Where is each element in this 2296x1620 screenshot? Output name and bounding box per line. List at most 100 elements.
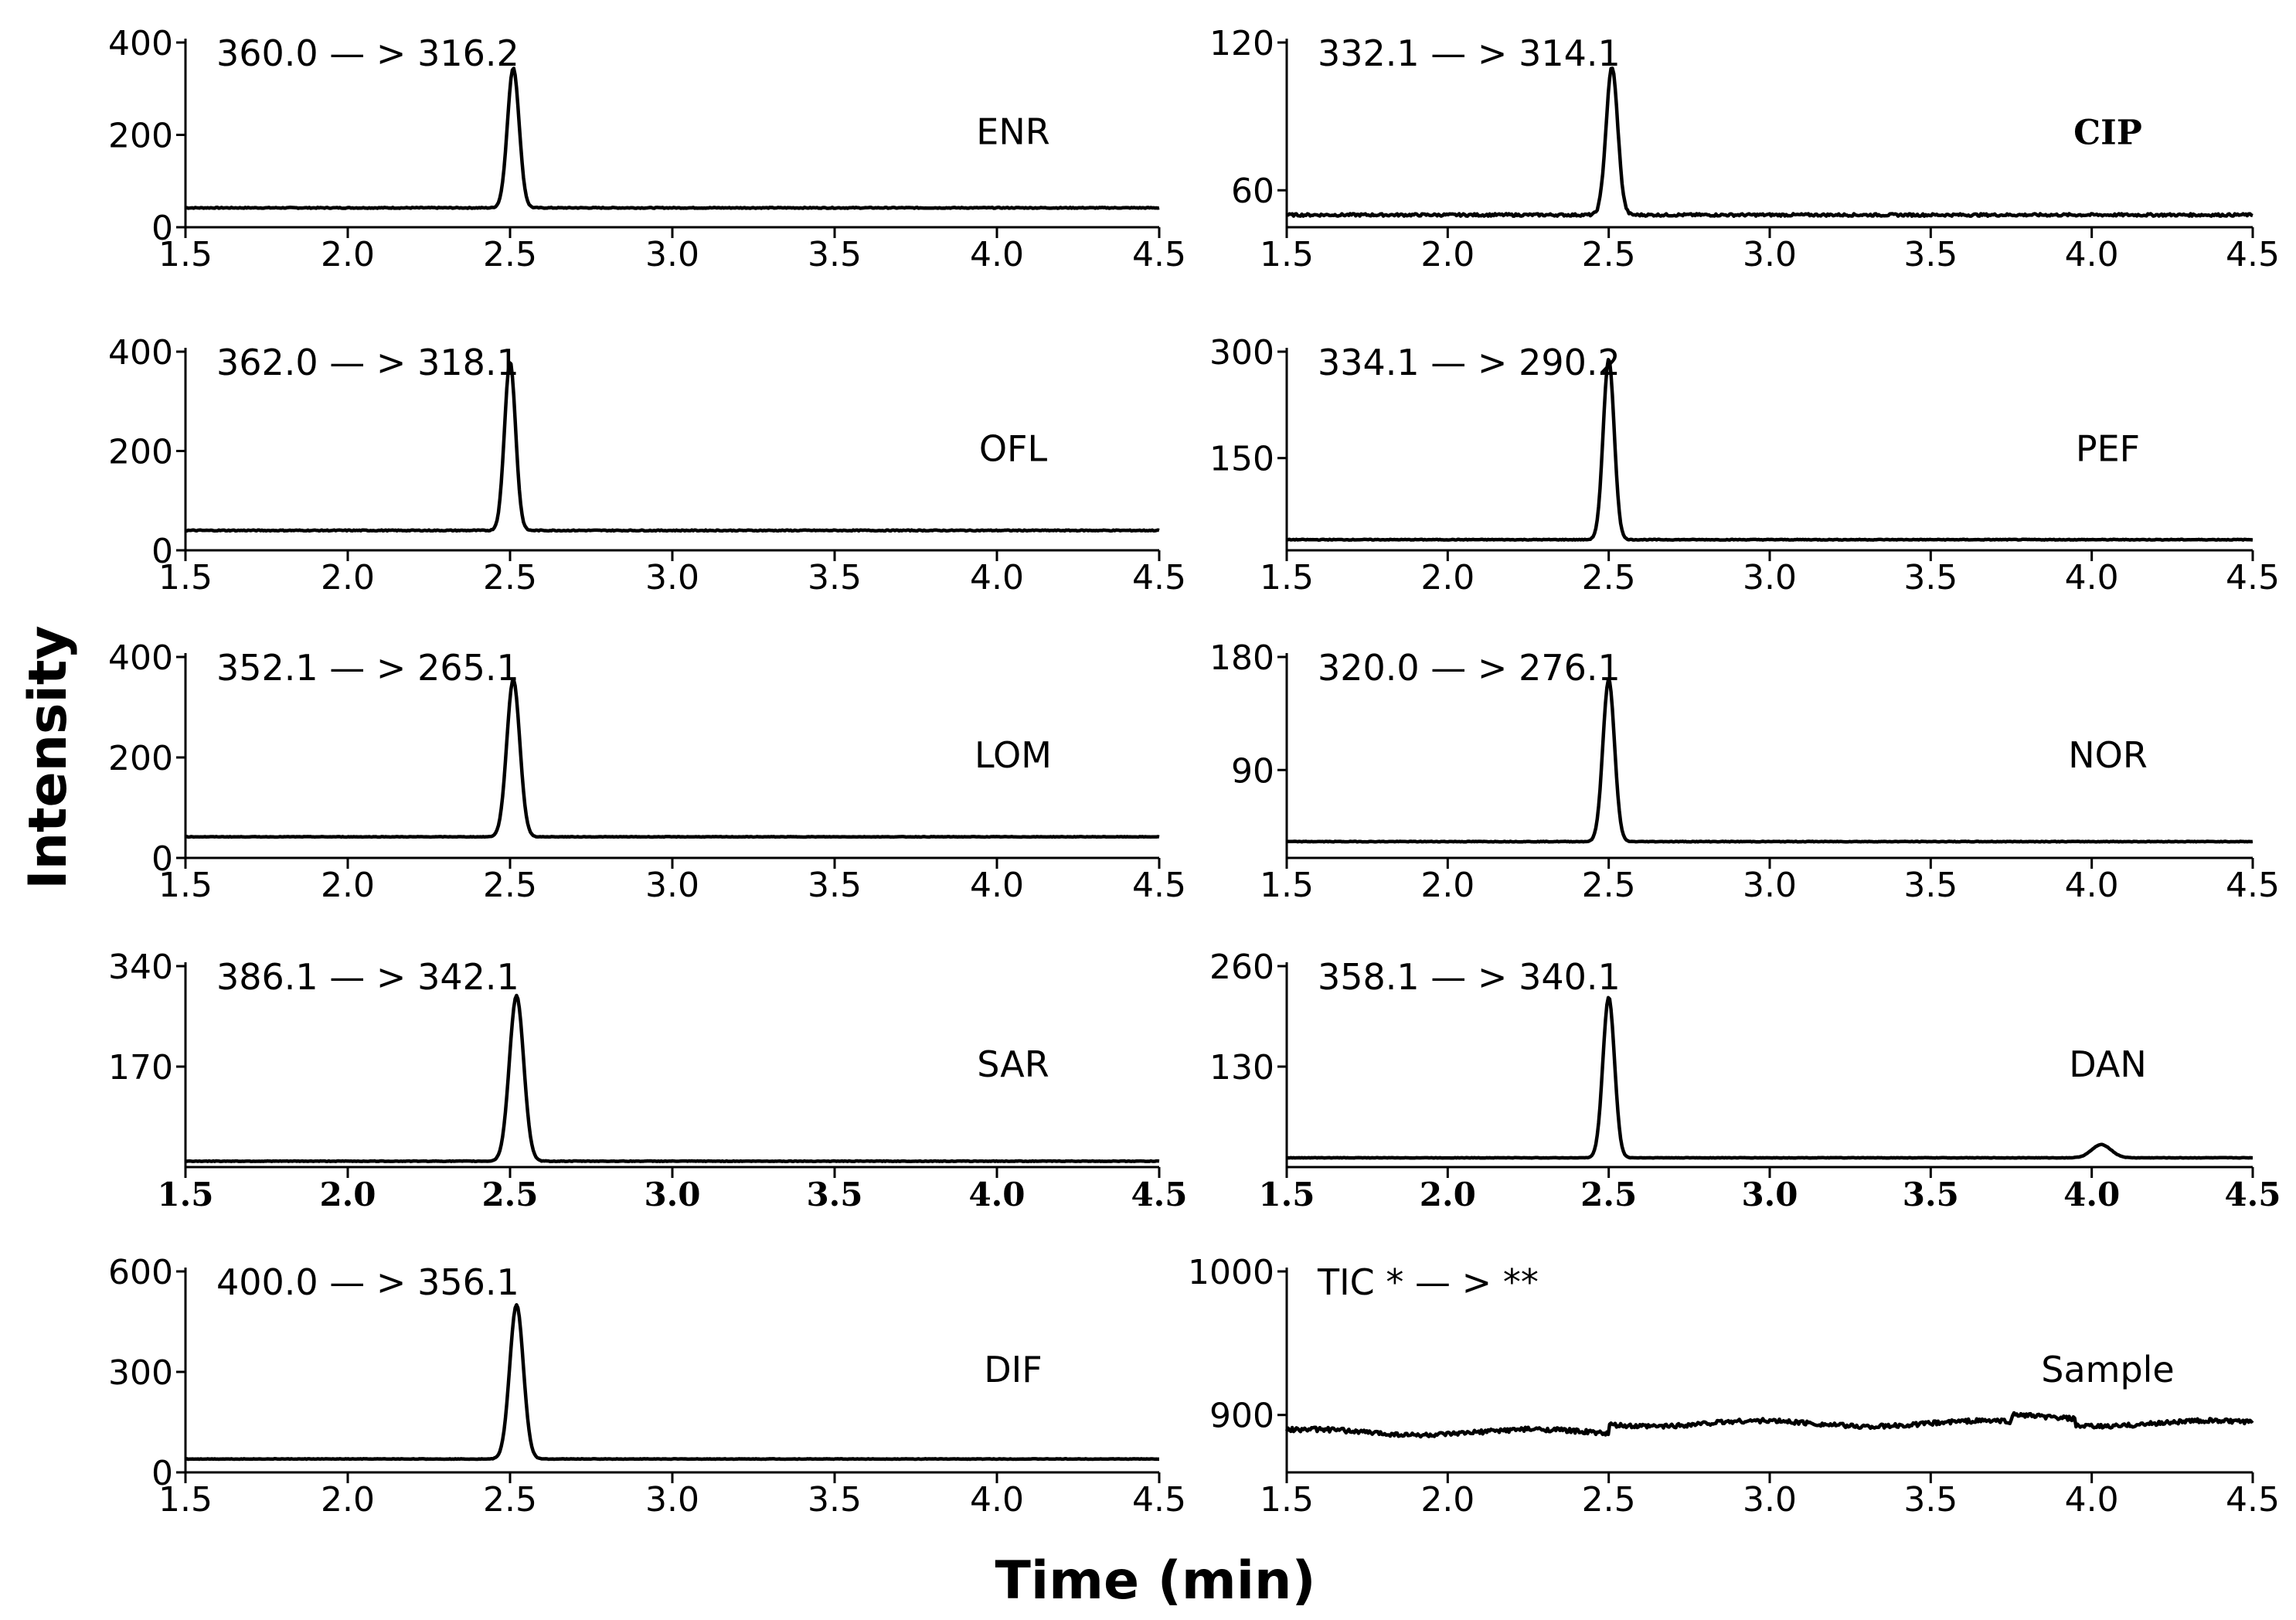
x-tick-label: 2.5: [483, 866, 537, 905]
chromatogram-trace: [185, 678, 1160, 839]
compound-label: SAR: [977, 1043, 1049, 1085]
transition-label: 360.0 — > 316.2: [216, 32, 519, 74]
y-tick-label: 130: [1209, 1048, 1274, 1087]
x-tick-label: 4.0: [970, 558, 1024, 597]
chromatogram-trace: [185, 66, 1160, 210]
transition-label: 362.0 — > 318.1: [216, 342, 519, 383]
y-tick-label: 0: [151, 209, 173, 248]
panel-sar: 1.5 2.0 2.5 3.0 3.5 4.0 4.5 170 340 386.1 — > 342…: [108, 948, 1188, 1213]
transition-label: TIC * — > **: [1317, 1261, 1539, 1303]
x-tick-label: 1.5: [1260, 235, 1314, 274]
y-tick-label: 300: [1209, 333, 1274, 373]
x-tick-label: 2.5: [1582, 558, 1636, 597]
x-tick-label: 4.5: [1132, 558, 1186, 597]
x-tick-label: 3.0: [645, 1480, 699, 1520]
x-tick-label: 2.5: [483, 558, 537, 597]
panel-cip: 1.5 2.0 2.5 3.0 3.5 4.0 4.5 60 120 332.1 — > 314.…: [1209, 24, 2280, 274]
x-tick-label: 3.5: [1903, 558, 1958, 597]
compound-label: OFL: [979, 427, 1048, 469]
compound-label: DIF: [984, 1349, 1042, 1390]
compound-label: NOR: [2068, 734, 2148, 776]
x-tick-label: 3.0: [645, 235, 699, 274]
x-tick-label: 3.5: [806, 1176, 862, 1213]
x-tick-label: 4.5: [1131, 1176, 1187, 1213]
x-tick-label: 2.5: [483, 1480, 537, 1520]
x-tick-label: 3.0: [645, 558, 699, 597]
x-tick-label: 3.0: [1741, 1176, 1798, 1213]
panel-enr: 1.5 2.0 2.5 3.0 3.5 4.0 4.5 0 200 400 360.0 — > 31…: [108, 24, 1186, 274]
x-tick-label: 1.5: [158, 1480, 213, 1520]
x-tick-label: 1.5: [1260, 866, 1314, 905]
y-tick-label: 400: [108, 24, 173, 63]
x-tick-label: 2.5: [483, 235, 537, 274]
x-tick-label: 2.0: [1420, 866, 1475, 905]
x-tick-label: 3.5: [1903, 235, 1958, 274]
chromatogram-trace: [1286, 678, 2253, 844]
x-tick-label: 4.0: [968, 1176, 1025, 1213]
x-tick-label: 4.0: [2065, 1480, 2119, 1520]
x-tick-label: 2.5: [1580, 1176, 1637, 1213]
chromatogram-panels: 1.5 2.0 2.5 3.0 3.5 4.0 4.5 0 200 400 360.0 — > 31…: [108, 24, 2281, 1520]
transition-label: 386.1 — > 342.1: [216, 956, 519, 998]
y-tick-label: 0: [151, 1454, 173, 1493]
y-tick-label: 1000: [1188, 1253, 1274, 1292]
y-tick-label: 0: [151, 532, 173, 571]
x-tick-label: 4.0: [970, 235, 1024, 274]
compound-label: PEF: [2076, 427, 2140, 469]
transition-label: 332.1 — > 314.1: [1318, 32, 1621, 74]
y-tick-label: 120: [1209, 24, 1274, 63]
x-tick-label: 3.5: [808, 558, 862, 597]
x-tick-label: 2.0: [321, 1480, 375, 1520]
y-tick-label: 400: [108, 638, 173, 678]
chromatogram-trace: [185, 1302, 1160, 1462]
transition-label: 334.1 — > 290.2: [1318, 342, 1621, 383]
x-tick-label: 4.0: [2063, 1176, 2120, 1213]
y-tick-label: 400: [108, 333, 173, 373]
panel-pef: 1.5 2.0 2.5 3.0 3.5 4.0 4.5 150 300 334.1 — > 290…: [1209, 333, 2280, 597]
compound-label: LOM: [975, 734, 1052, 776]
transition-label: 320.0 — > 276.1: [1318, 647, 1621, 689]
y-tick-label: 600: [108, 1253, 173, 1292]
y-tick-label: 150: [1209, 440, 1274, 479]
x-tick-label: 1.5: [157, 1176, 213, 1213]
y-tick-label: 340: [108, 948, 173, 987]
y-tick-label: 900: [1209, 1397, 1274, 1436]
panel-lom: 1.5 2.0 2.5 3.0 3.5 4.0 4.5 0 200 400 352.1 — > 26…: [108, 638, 1186, 905]
y-tick-label: 90: [1231, 751, 1274, 791]
chromatogram-trace: [1286, 995, 2253, 1160]
y-tick-label: 260: [1209, 948, 1274, 987]
y-tick-label: 60: [1231, 172, 1274, 211]
compound-label: DAN: [2069, 1043, 2147, 1085]
x-tick-label: 3.0: [1743, 866, 1797, 905]
x-tick-label: 2.5: [1582, 1480, 1636, 1520]
x-tick-label: 2.0: [1420, 558, 1475, 597]
x-tick-label: 4.0: [2065, 558, 2119, 597]
x-tick-label: 4.5: [2226, 1480, 2280, 1520]
x-tick-label: 4.5: [2226, 866, 2280, 905]
x-tick-label: 4.0: [970, 866, 1024, 905]
x-tick-label: 1.5: [158, 235, 213, 274]
x-tick-label: 4.0: [2065, 866, 2119, 905]
chromatogram-trace: [185, 993, 1160, 1163]
panel-dan: 1.5 2.0 2.5 3.0 3.5 4.0 4.5 130 260 358.1 — > 340…: [1209, 948, 2281, 1213]
x-tick-label: 2.5: [481, 1176, 538, 1213]
x-tick-label: 3.5: [1903, 1176, 1959, 1213]
y-tick-label: 0: [151, 839, 173, 879]
transition-label: 358.1 — > 340.1: [1318, 956, 1621, 998]
x-tick-label: 2.5: [1582, 235, 1636, 274]
chromatogram-trace: [1284, 1411, 2254, 1439]
x-tick-label: 1.5: [158, 866, 213, 905]
x-tick-label: 2.5: [1582, 866, 1636, 905]
x-axis-label: Time (min): [995, 1550, 1315, 1611]
x-tick-label: 3.5: [808, 1480, 862, 1520]
x-tick-label: 4.5: [1132, 1480, 1186, 1520]
y-tick-label: 300: [108, 1353, 173, 1393]
x-tick-label: 3.0: [645, 866, 699, 905]
y-axis-label: Intensity: [18, 625, 79, 889]
x-tick-label: 2.0: [321, 235, 375, 274]
compound-label: Sample: [2041, 1349, 2174, 1390]
x-tick-label: 1.5: [158, 558, 213, 597]
y-tick-label: 180: [1209, 638, 1274, 678]
compound-label: ENR: [976, 111, 1049, 152]
x-tick-label: 3.0: [1743, 235, 1797, 274]
